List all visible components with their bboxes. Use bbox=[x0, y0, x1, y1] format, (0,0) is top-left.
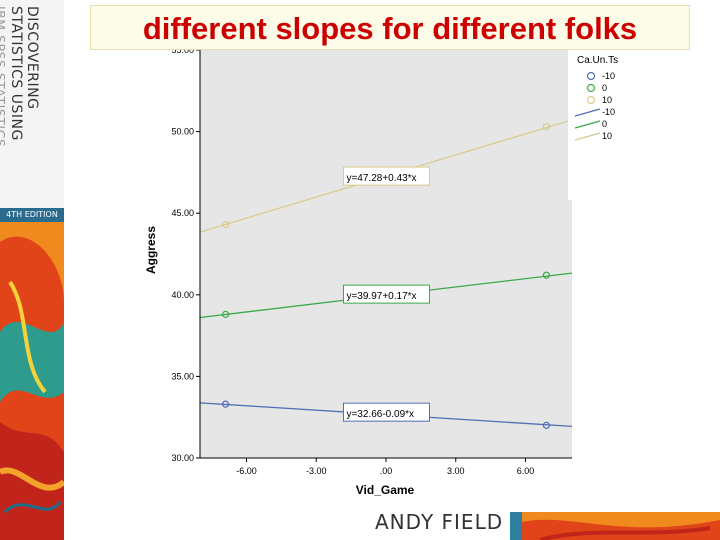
author-logo: ANDY FIELD bbox=[375, 510, 504, 534]
scatter-chart: y=32.66-0.09*x y=39.97+0.17*x y=47.28+0.43… bbox=[144, 50, 630, 497]
legend-line bbox=[574, 120, 601, 129]
book-title-line: DISCOVERING bbox=[24, 6, 40, 110]
book-title-line: STATISTICS USING bbox=[8, 6, 24, 141]
legend-label: 10 bbox=[602, 95, 612, 105]
book-cover-title: DISCOVERING STATISTICS USING IBM SPSS ST… bbox=[0, 0, 64, 208]
y-tick-label: 55.00 bbox=[171, 50, 194, 55]
x-tick-label: -6.00 bbox=[236, 466, 257, 476]
y-tick-label: 40.00 bbox=[171, 290, 194, 300]
book-cover-art bbox=[0, 222, 64, 540]
legend-label: 0 bbox=[602, 119, 607, 129]
y-tick-label: 35.00 bbox=[171, 371, 194, 381]
legend-label: 0 bbox=[602, 83, 607, 93]
plot-area bbox=[200, 50, 572, 458]
x-tick-label: 3.00 bbox=[447, 466, 465, 476]
x-axis-label: Vid_Game bbox=[356, 483, 415, 497]
legend-label: -10 bbox=[602, 71, 615, 81]
data-point bbox=[221, 221, 230, 229]
slide-title: different slopes for different folks bbox=[142, 11, 638, 46]
x-tick-label: -3.00 bbox=[306, 466, 327, 476]
equation-label: y=32.66-0.09*x bbox=[346, 409, 414, 420]
data-point bbox=[221, 310, 230, 318]
legend-line bbox=[574, 108, 601, 117]
legend-marker bbox=[586, 95, 596, 105]
book-edition-band: 4TH EDITION bbox=[0, 208, 64, 222]
data-point bbox=[542, 271, 551, 279]
y-tick-label: 45.00 bbox=[171, 208, 194, 218]
legend-line bbox=[574, 132, 601, 141]
equation-label: y=39.97+0.17*x bbox=[346, 291, 416, 302]
x-tick-label: 6.00 bbox=[517, 466, 535, 476]
data-point bbox=[221, 400, 230, 408]
equation-label-box bbox=[342, 166, 430, 186]
book-title-line: IBM SPSS STATISTICS bbox=[0, 6, 8, 148]
equation-label-box bbox=[342, 402, 430, 422]
data-point bbox=[542, 123, 551, 131]
equation-label-box bbox=[342, 284, 430, 304]
slide-title-box: different slopes for different folks bbox=[90, 5, 690, 50]
corner-art-image bbox=[510, 512, 720, 540]
y-tick-label: 30.00 bbox=[171, 453, 194, 463]
y-tick-label: 50.00 bbox=[171, 127, 194, 137]
legend-marker bbox=[586, 83, 596, 93]
legend-marker bbox=[586, 71, 596, 81]
legend-label: -10 bbox=[602, 107, 615, 117]
legend-background bbox=[568, 50, 630, 200]
legend-title: Ca.Un.Ts bbox=[577, 55, 618, 66]
y-axis-label: Aggress bbox=[144, 226, 158, 274]
equation-label: y=47.28+0.43*x bbox=[346, 173, 416, 184]
data-point bbox=[542, 421, 551, 429]
book-cover-strip: DISCOVERING STATISTICS USING IBM SPSS ST… bbox=[0, 0, 64, 540]
legend-label: 10 bbox=[602, 131, 612, 141]
x-tick-label: .00 bbox=[380, 466, 393, 476]
